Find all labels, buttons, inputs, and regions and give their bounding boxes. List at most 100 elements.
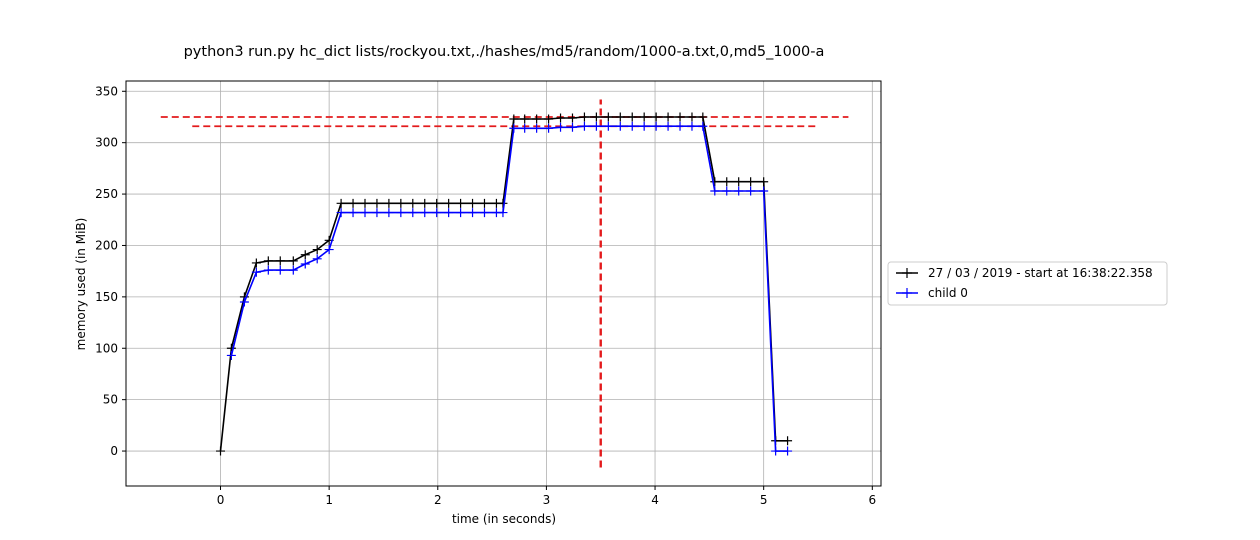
data-point-s0-48 [783, 436, 793, 446]
data-point-s0-25 [509, 114, 519, 124]
data-point-s1-36 [651, 121, 661, 131]
data-point-s1-5 [288, 265, 298, 275]
data-point-s1-25 [520, 123, 530, 133]
data-point-s0-0 [216, 446, 226, 456]
y-tick-label-0: 0 [110, 444, 118, 458]
data-point-s0-31 [579, 112, 589, 122]
data-point-s1-23 [498, 208, 508, 218]
data-point-s1-1 [239, 297, 249, 307]
data-point-s1-34 [627, 121, 637, 131]
data-point-s0-10 [336, 198, 346, 208]
data-point-s1-37 [663, 121, 673, 131]
data-point-s0-13 [372, 198, 382, 208]
data-point-s1-47 [783, 446, 793, 456]
x-tick-label-0: 0 [217, 493, 225, 507]
legend-box [887, 261, 1168, 306]
data-point-s1-8 [324, 245, 334, 255]
data-point-s1-40 [698, 121, 708, 131]
x-tick-label-1: 1 [325, 493, 333, 507]
data-point-s1-2 [251, 267, 261, 277]
data-point-s0-46 [759, 177, 769, 187]
data-point-s1-15 [408, 208, 418, 218]
series-lines [216, 112, 793, 456]
legend-marker-blue [902, 288, 912, 298]
data-point-s0-14 [384, 198, 394, 208]
data-point-s0-21 [468, 198, 478, 208]
data-point-s0-5 [275, 256, 285, 266]
data-point-s0-36 [639, 112, 649, 122]
data-point-s1-21 [479, 208, 489, 218]
data-point-s1-26 [532, 123, 542, 133]
data-point-s0-41 [698, 112, 708, 122]
data-point-s0-16 [408, 198, 418, 208]
data-point-s0-27 [532, 114, 542, 124]
data-point-s1-33 [615, 121, 625, 131]
data-point-s1-27 [544, 123, 554, 133]
data-point-s0-40 [687, 112, 697, 122]
data-point-s0-30 [567, 113, 577, 123]
data-point-s1-18 [444, 208, 454, 218]
data-point-s0-20 [456, 198, 466, 208]
data-point-s0-12 [360, 198, 370, 208]
data-point-s0-33 [603, 112, 613, 122]
data-point-s0-28 [544, 114, 554, 124]
data-point-s0-17 [420, 198, 430, 208]
chart-title: python3 run.py hc_dict lists/rockyou.txt… [184, 44, 825, 60]
legend-label-series-1: child 0 [928, 286, 968, 300]
data-point-s1-20 [468, 208, 478, 218]
y-tick-label-1: 50 [103, 393, 118, 407]
data-point-s0-26 [520, 114, 530, 124]
axis-ticks: 0 1 2 3 4 5 6 0 50 100 150 200 250 300 350 [95, 84, 876, 507]
data-point-s1-32 [603, 121, 613, 131]
data-point-s1-11 [360, 208, 370, 218]
data-point-s0-22 [479, 198, 489, 208]
data-point-s1-30 [579, 121, 589, 131]
data-point-s0-42 [710, 177, 720, 187]
data-point-s0-34 [615, 112, 625, 122]
data-point-s1-24 [509, 123, 519, 133]
data-point-s0-3 [251, 258, 261, 268]
data-point-s1-43 [734, 186, 744, 196]
data-point-s0-8 [312, 245, 322, 255]
data-point-s1-3 [263, 265, 273, 275]
legend-marker-black [902, 268, 912, 278]
data-point-s1-10 [348, 208, 358, 218]
data-point-s0-39 [675, 112, 685, 122]
data-point-s1-14 [396, 208, 406, 218]
data-point-s1-44 [746, 186, 756, 196]
data-point-s1-29 [567, 122, 577, 132]
x-tick-label-6: 6 [868, 493, 876, 507]
data-point-s0-43 [722, 177, 732, 187]
data-point-s0-44 [734, 177, 744, 187]
y-tick-label-7: 350 [95, 84, 118, 98]
x-tick-label-3: 3 [543, 493, 551, 507]
data-point-s1-13 [384, 208, 394, 218]
data-point-s0-38 [663, 112, 673, 122]
data-point-s0-32 [591, 112, 601, 122]
data-point-s0-6 [288, 256, 298, 266]
data-point-s0-35 [627, 112, 637, 122]
data-point-s1-41 [710, 186, 720, 196]
y-tick-label-3: 150 [95, 290, 118, 304]
x-tick-label-4: 4 [651, 493, 659, 507]
data-point-s0-15 [396, 198, 406, 208]
data-point-s1-45 [759, 186, 769, 196]
data-point-s1-35 [639, 121, 649, 131]
data-point-s1-6 [300, 259, 310, 269]
y-tick-label-5: 250 [95, 187, 118, 201]
data-point-s0-29 [556, 113, 566, 123]
data-point-s0-7 [300, 250, 310, 260]
grid-lines [126, 81, 881, 486]
data-point-s1-42 [722, 186, 732, 196]
data-point-s1-31 [591, 121, 601, 131]
x-tick-label-2: 2 [434, 493, 442, 507]
data-point-s0-18 [432, 198, 442, 208]
y-tick-label-6: 300 [95, 136, 118, 150]
x-axis-label: time (in seconds) [452, 512, 556, 526]
x-tick-label-5: 5 [760, 493, 768, 507]
data-point-s0-19 [444, 198, 454, 208]
data-point-s1-4 [275, 265, 285, 275]
data-point-s1-46 [771, 446, 781, 456]
reference-lines [160, 99, 849, 468]
